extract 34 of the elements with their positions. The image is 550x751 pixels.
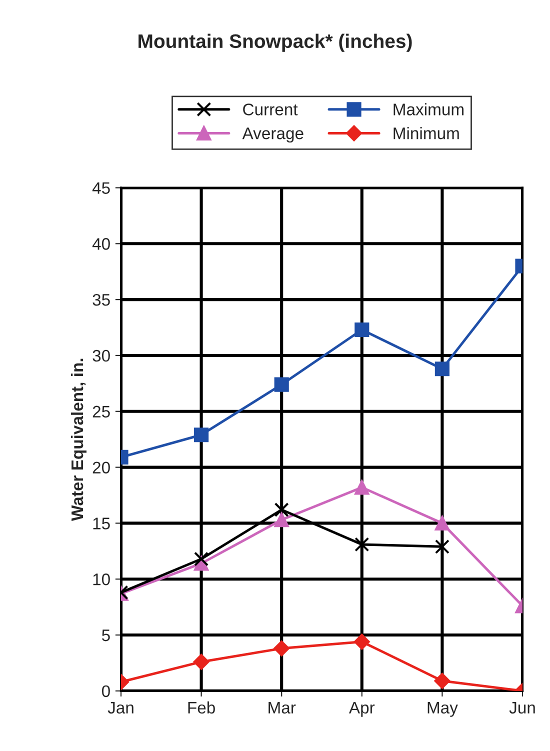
y-tick-label: 35 [92,294,110,306]
point [354,480,370,495]
y-axis-title: Water Equivalent, in. [70,358,86,521]
y-tick-label: 0 [102,685,110,698]
point [354,537,370,552]
x-tick-label: Apr [348,702,375,717]
y-tick-label: 40 [92,238,110,250]
legend-label: Average [242,128,304,143]
point [274,640,290,656]
point [434,516,450,530]
y-tick-label: 5 [102,630,110,642]
point [274,502,289,518]
y-tick-label: 20 [92,462,110,474]
chart-title: Mountain Snowpack* (inches) [138,34,412,52]
point [434,362,450,376]
legend-label: Minimum [394,127,459,140]
x-tick-label: Feb [188,701,215,714]
point [274,512,289,528]
point [354,322,370,338]
x-tick-label: Jan [108,702,134,714]
legend-label: Current [243,104,298,116]
point [274,377,289,392]
legend-label: Maximum [394,103,464,116]
y-tick-label: 10 [93,574,110,586]
y-tick-label: 30 [92,350,110,362]
y-tick-label: 45 [92,182,110,194]
point [434,539,450,554]
x-tick-label: Mar [268,702,296,714]
x-tick-label: May [428,702,458,717]
y-tick-label: 25 [92,406,110,418]
point [434,672,450,689]
point [354,634,370,650]
y-tick-label: 15 [93,518,110,530]
x-tick-label: Jun [509,702,535,714]
